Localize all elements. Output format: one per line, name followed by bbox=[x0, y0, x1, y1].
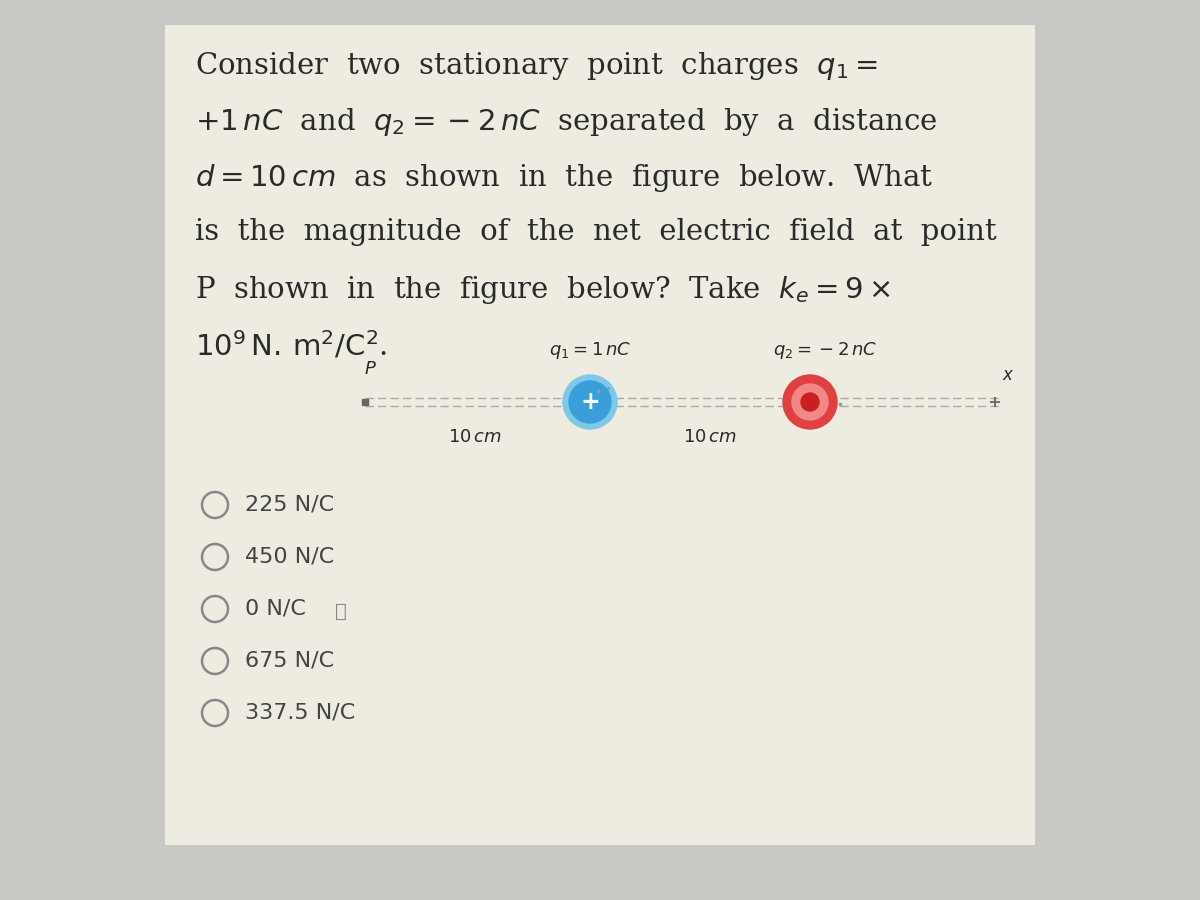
Circle shape bbox=[792, 384, 828, 420]
Text: $q_2 = -2\,nC$: $q_2 = -2\,nC$ bbox=[773, 340, 877, 361]
Text: 675 N/C: 675 N/C bbox=[245, 651, 334, 671]
Text: Consider  two  stationary  point  charges  $q_1 =$: Consider two stationary point charges $q… bbox=[194, 50, 878, 82]
Text: +: + bbox=[580, 390, 600, 414]
Text: $d = 10\,cm$  as  shown  in  the  figure  below.  What: $d = 10\,cm$ as shown in the figure belo… bbox=[194, 162, 934, 194]
Text: 337.5 N/C: 337.5 N/C bbox=[245, 703, 355, 723]
Text: $+1\,nC$  and  $q_2 = -2\,nC$  separated  by  a  distance: $+1\,nC$ and $q_2 = -2\,nC$ separated by… bbox=[194, 106, 937, 138]
Text: $10\,cm$: $10\,cm$ bbox=[683, 428, 737, 446]
Text: $\it{x}$: $\it{x}$ bbox=[1002, 366, 1014, 384]
Text: 0 N/C: 0 N/C bbox=[245, 599, 306, 619]
Text: $10^9\,\mathrm{N.\,m^2/C^2}$.: $10^9\,\mathrm{N.\,m^2/C^2}$. bbox=[194, 330, 388, 362]
Text: 225 N/C: 225 N/C bbox=[245, 495, 334, 515]
Circle shape bbox=[784, 375, 838, 429]
Circle shape bbox=[802, 393, 818, 411]
Text: 450 N/C: 450 N/C bbox=[245, 547, 335, 567]
Text: P  shown  in  the  figure  below?  Take  $k_e = 9 \times$: P shown in the figure below? Take $k_e =… bbox=[194, 274, 892, 306]
Circle shape bbox=[569, 381, 611, 423]
Text: 👋: 👋 bbox=[335, 601, 347, 620]
Text: $10\,cm$: $10\,cm$ bbox=[448, 428, 502, 446]
Text: $\it{P}$: $\it{P}$ bbox=[364, 360, 377, 378]
Text: is  the  magnitude  of  the  net  electric  field  at  point: is the magnitude of the net electric fie… bbox=[194, 218, 997, 246]
FancyBboxPatch shape bbox=[166, 25, 1034, 845]
Circle shape bbox=[563, 375, 617, 429]
Text: $q_1 = 1\,nC$: $q_1 = 1\,nC$ bbox=[548, 340, 631, 361]
